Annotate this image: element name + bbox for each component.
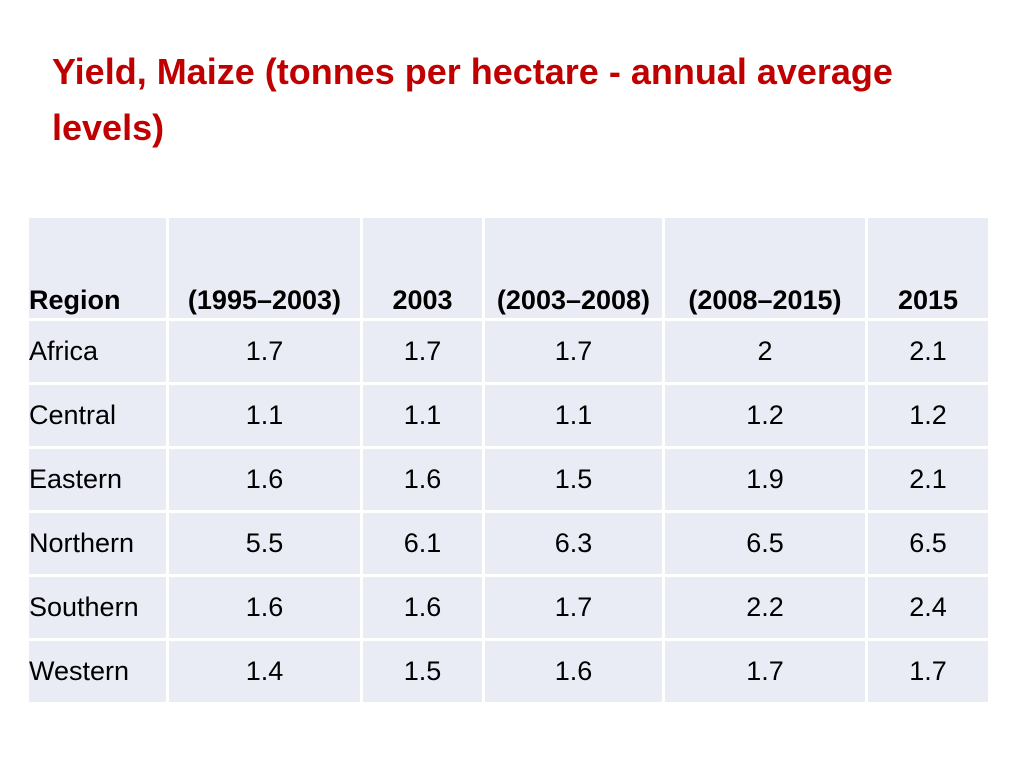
column-header-2003-2008: (2003–2008)	[482, 215, 665, 321]
value-cell: 1.6	[360, 574, 485, 641]
table-row: Central 1.1 1.1 1.1 1.2 1.2	[26, 382, 991, 449]
value-cell: 1.1	[166, 382, 363, 449]
column-header-region: Region	[26, 215, 169, 321]
column-header-2015: 2015	[865, 215, 991, 321]
region-cell: Africa	[26, 318, 169, 385]
column-header-2008-2015: (2008–2015)	[662, 215, 868, 321]
value-cell: 1.7	[482, 318, 665, 385]
value-cell: 1.7	[865, 638, 991, 705]
value-cell: 1.6	[166, 574, 363, 641]
value-cell: 1.1	[482, 382, 665, 449]
value-cell: 1.1	[360, 382, 485, 449]
table-row: Northern 5.5 6.1 6.3 6.5 6.5	[26, 510, 991, 577]
value-cell: 2.1	[865, 318, 991, 385]
region-cell: Northern	[26, 510, 169, 577]
region-cell: Western	[26, 638, 169, 705]
value-cell: 1.2	[662, 382, 868, 449]
yield-table-container: Region (1995–2003) 2003 (2003–2008) (200…	[26, 215, 991, 705]
value-cell: 1.5	[360, 638, 485, 705]
value-cell: 6.5	[865, 510, 991, 577]
value-cell: 2	[662, 318, 868, 385]
column-header-1995-2003: (1995–2003)	[166, 215, 363, 321]
region-cell: Southern	[26, 574, 169, 641]
value-cell: 1.4	[166, 638, 363, 705]
value-cell: 1.6	[482, 638, 665, 705]
slide-title: Yield, Maize (tonnes per hectare - annua…	[52, 51, 893, 148]
column-header-2003: 2003	[360, 215, 485, 321]
region-cell: Central	[26, 382, 169, 449]
value-cell: 1.5	[482, 446, 665, 513]
table-row: Africa 1.7 1.7 1.7 2 2.1	[26, 318, 991, 385]
value-cell: 1.7	[360, 318, 485, 385]
table-header-row: Region (1995–2003) 2003 (2003–2008) (200…	[26, 215, 991, 321]
value-cell: 6.1	[360, 510, 485, 577]
value-cell: 2.1	[865, 446, 991, 513]
value-cell: 6.5	[662, 510, 868, 577]
value-cell: 6.3	[482, 510, 665, 577]
value-cell: 1.2	[865, 382, 991, 449]
value-cell: 2.2	[662, 574, 868, 641]
table-row: Southern 1.6 1.6 1.7 2.2 2.4	[26, 574, 991, 641]
region-cell: Eastern	[26, 446, 169, 513]
value-cell: 1.9	[662, 446, 868, 513]
value-cell: 2.4	[865, 574, 991, 641]
table-row: Western 1.4 1.5 1.6 1.7 1.7	[26, 638, 991, 705]
value-cell: 5.5	[166, 510, 363, 577]
value-cell: 1.7	[166, 318, 363, 385]
value-cell: 1.7	[662, 638, 868, 705]
value-cell: 1.6	[360, 446, 485, 513]
value-cell: 1.7	[482, 574, 665, 641]
yield-table: Region (1995–2003) 2003 (2003–2008) (200…	[26, 215, 991, 705]
table-row: Eastern 1.6 1.6 1.5 1.9 2.1	[26, 446, 991, 513]
value-cell: 1.6	[166, 446, 363, 513]
